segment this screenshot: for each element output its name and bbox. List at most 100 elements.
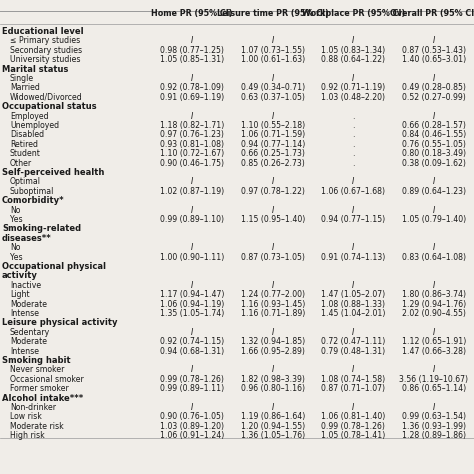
Text: 1.06 (0.67–1.68): 1.06 (0.67–1.68)	[321, 187, 385, 196]
Text: 0.93 (0.81–1.08): 0.93 (0.81–1.08)	[160, 140, 224, 149]
Text: I: I	[191, 206, 193, 215]
Text: I: I	[191, 403, 193, 412]
Text: 0.49 (0.34–0.71): 0.49 (0.34–0.71)	[241, 83, 305, 92]
Text: .: .	[352, 159, 355, 168]
Text: 0.63 (0.37–1.05): 0.63 (0.37–1.05)	[241, 93, 305, 102]
Text: 1.12 (0.65–1.91): 1.12 (0.65–1.91)	[401, 337, 466, 346]
Text: 0.85 (0.26–2.73): 0.85 (0.26–2.73)	[241, 159, 305, 168]
Text: I: I	[433, 36, 435, 46]
Text: 0.88 (0.64–1.22): 0.88 (0.64–1.22)	[321, 55, 385, 64]
Text: Educational level: Educational level	[2, 27, 83, 36]
Text: 1.45 (1.04–2.01): 1.45 (1.04–2.01)	[321, 309, 385, 318]
Text: I: I	[352, 281, 355, 290]
Text: 1.06 (0.71–1.59): 1.06 (0.71–1.59)	[241, 130, 305, 139]
Text: 2.02 (0.90–4.55): 2.02 (0.90–4.55)	[402, 309, 465, 318]
Text: .: .	[352, 149, 355, 158]
Text: Comorbidity*: Comorbidity*	[2, 196, 64, 205]
Text: 1.05 (0.78–1.41): 1.05 (0.78–1.41)	[321, 431, 385, 440]
Text: 0.86 (0.65–1.14): 0.86 (0.65–1.14)	[401, 384, 466, 393]
Text: 1.32 (0.94–1.85): 1.32 (0.94–1.85)	[241, 337, 305, 346]
Text: I: I	[352, 177, 355, 186]
Text: Employed: Employed	[10, 111, 49, 120]
Text: Never smoker: Never smoker	[10, 365, 64, 374]
Text: 0.94 (0.68–1.31): 0.94 (0.68–1.31)	[160, 346, 224, 356]
Text: Moderate risk: Moderate risk	[10, 422, 64, 431]
Text: I: I	[272, 74, 274, 83]
Text: 1.16 (0.93–1.45): 1.16 (0.93–1.45)	[241, 300, 305, 309]
Text: 1.15 (0.95–1.40): 1.15 (0.95–1.40)	[241, 215, 305, 224]
Text: Unemployed: Unemployed	[10, 121, 59, 130]
Text: 1.82 (0.98–3.39): 1.82 (0.98–3.39)	[241, 375, 305, 384]
Text: I: I	[433, 74, 435, 83]
Text: 1.36 (1.05–1.76): 1.36 (1.05–1.76)	[241, 431, 305, 440]
Text: 1.36 (0.93–1.99): 1.36 (0.93–1.99)	[402, 422, 466, 431]
Text: I: I	[272, 403, 274, 412]
Text: Light: Light	[10, 290, 29, 299]
Text: 1.06 (0.91–1.24): 1.06 (0.91–1.24)	[160, 431, 224, 440]
Text: High risk: High risk	[10, 431, 45, 440]
Text: 0.84 (0.46–1.55): 0.84 (0.46–1.55)	[401, 130, 466, 139]
Text: Widowed/Divorced: Widowed/Divorced	[10, 93, 83, 102]
Text: Single: Single	[10, 74, 34, 83]
Text: 1.06 (0.81–1.40): 1.06 (0.81–1.40)	[321, 412, 385, 421]
Text: 1.07 (0.73–1.55): 1.07 (0.73–1.55)	[241, 46, 305, 55]
Text: Self-perceived health: Self-perceived health	[2, 168, 104, 177]
Text: Workplace PR (95% CI): Workplace PR (95% CI)	[301, 9, 405, 18]
Text: I: I	[433, 177, 435, 186]
Text: 0.87 (0.53–1.43): 0.87 (0.53–1.43)	[402, 46, 466, 55]
Text: Student: Student	[10, 149, 41, 158]
Text: Smoking habit: Smoking habit	[2, 356, 71, 365]
Text: I: I	[433, 206, 435, 215]
Text: 0.66 (0.28–1.57): 0.66 (0.28–1.57)	[402, 121, 465, 130]
Text: 0.91 (0.69–1.19): 0.91 (0.69–1.19)	[160, 93, 224, 102]
Text: 1.66 (0.95–2.89): 1.66 (0.95–2.89)	[241, 346, 305, 356]
Text: 1.00 (0.61–1.63): 1.00 (0.61–1.63)	[241, 55, 305, 64]
Text: 1.47 (0.66–3.28): 1.47 (0.66–3.28)	[402, 346, 466, 356]
Text: 0.52 (0.27–0.99): 0.52 (0.27–0.99)	[402, 93, 465, 102]
Text: I: I	[272, 177, 274, 186]
Text: I: I	[191, 281, 193, 290]
Text: I: I	[352, 403, 355, 412]
Text: I: I	[272, 111, 274, 120]
Text: 0.89 (0.64–1.23): 0.89 (0.64–1.23)	[402, 187, 466, 196]
Text: 1.08 (0.88–1.33): 1.08 (0.88–1.33)	[321, 300, 385, 309]
Text: 1.17 (0.94–1.47): 1.17 (0.94–1.47)	[160, 290, 224, 299]
Text: I: I	[191, 111, 193, 120]
Text: 1.00 (0.90–1.11): 1.00 (0.90–1.11)	[160, 253, 224, 262]
Text: I: I	[433, 243, 435, 252]
Text: Suboptimal: Suboptimal	[10, 187, 55, 196]
Text: 3.56 (1.19–10.67): 3.56 (1.19–10.67)	[399, 375, 468, 384]
Text: 0.99 (0.63–1.54): 0.99 (0.63–1.54)	[402, 412, 466, 421]
Text: I: I	[191, 243, 193, 252]
Text: Other: Other	[10, 159, 32, 168]
Text: 1.03 (0.48–2.20): 1.03 (0.48–2.20)	[321, 93, 385, 102]
Text: 0.94 (0.77–1.14): 0.94 (0.77–1.14)	[241, 140, 305, 149]
Text: .: .	[352, 140, 355, 149]
Text: 0.80 (0.18–3.49): 0.80 (0.18–3.49)	[402, 149, 466, 158]
Text: I: I	[433, 403, 435, 412]
Text: Married: Married	[10, 83, 40, 92]
Text: I: I	[191, 177, 193, 186]
Text: I: I	[433, 328, 435, 337]
Text: 1.29 (0.94–1.76): 1.29 (0.94–1.76)	[401, 300, 466, 309]
Text: 0.96 (0.80–1.16): 0.96 (0.80–1.16)	[241, 384, 305, 393]
Text: Overall PR (95% CI): Overall PR (95% CI)	[390, 9, 474, 18]
Text: I: I	[352, 206, 355, 215]
Text: I: I	[272, 36, 274, 46]
Text: 1.40 (0.65–3.01): 1.40 (0.65–3.01)	[401, 55, 466, 64]
Text: 0.87 (0.73–1.05): 0.87 (0.73–1.05)	[241, 253, 305, 262]
Text: Intense: Intense	[10, 309, 39, 318]
Text: No: No	[10, 206, 20, 215]
Text: 1.05 (0.83–1.34): 1.05 (0.83–1.34)	[321, 46, 385, 55]
Text: Sedentary: Sedentary	[10, 328, 50, 337]
Text: Inactive: Inactive	[10, 281, 41, 290]
Text: 0.99 (0.78–1.26): 0.99 (0.78–1.26)	[160, 375, 224, 384]
Text: 0.92 (0.74–1.15): 0.92 (0.74–1.15)	[160, 337, 224, 346]
Text: Marital status: Marital status	[2, 64, 68, 73]
Text: 0.92 (0.78–1.09): 0.92 (0.78–1.09)	[160, 83, 224, 92]
Text: ≤ Primary studies: ≤ Primary studies	[10, 36, 80, 46]
Text: 1.06 (0.94–1.19): 1.06 (0.94–1.19)	[160, 300, 224, 309]
Text: 1.16 (0.71–1.89): 1.16 (0.71–1.89)	[241, 309, 305, 318]
Text: 1.08 (0.74–1.58): 1.08 (0.74–1.58)	[321, 375, 385, 384]
Text: I: I	[352, 365, 355, 374]
